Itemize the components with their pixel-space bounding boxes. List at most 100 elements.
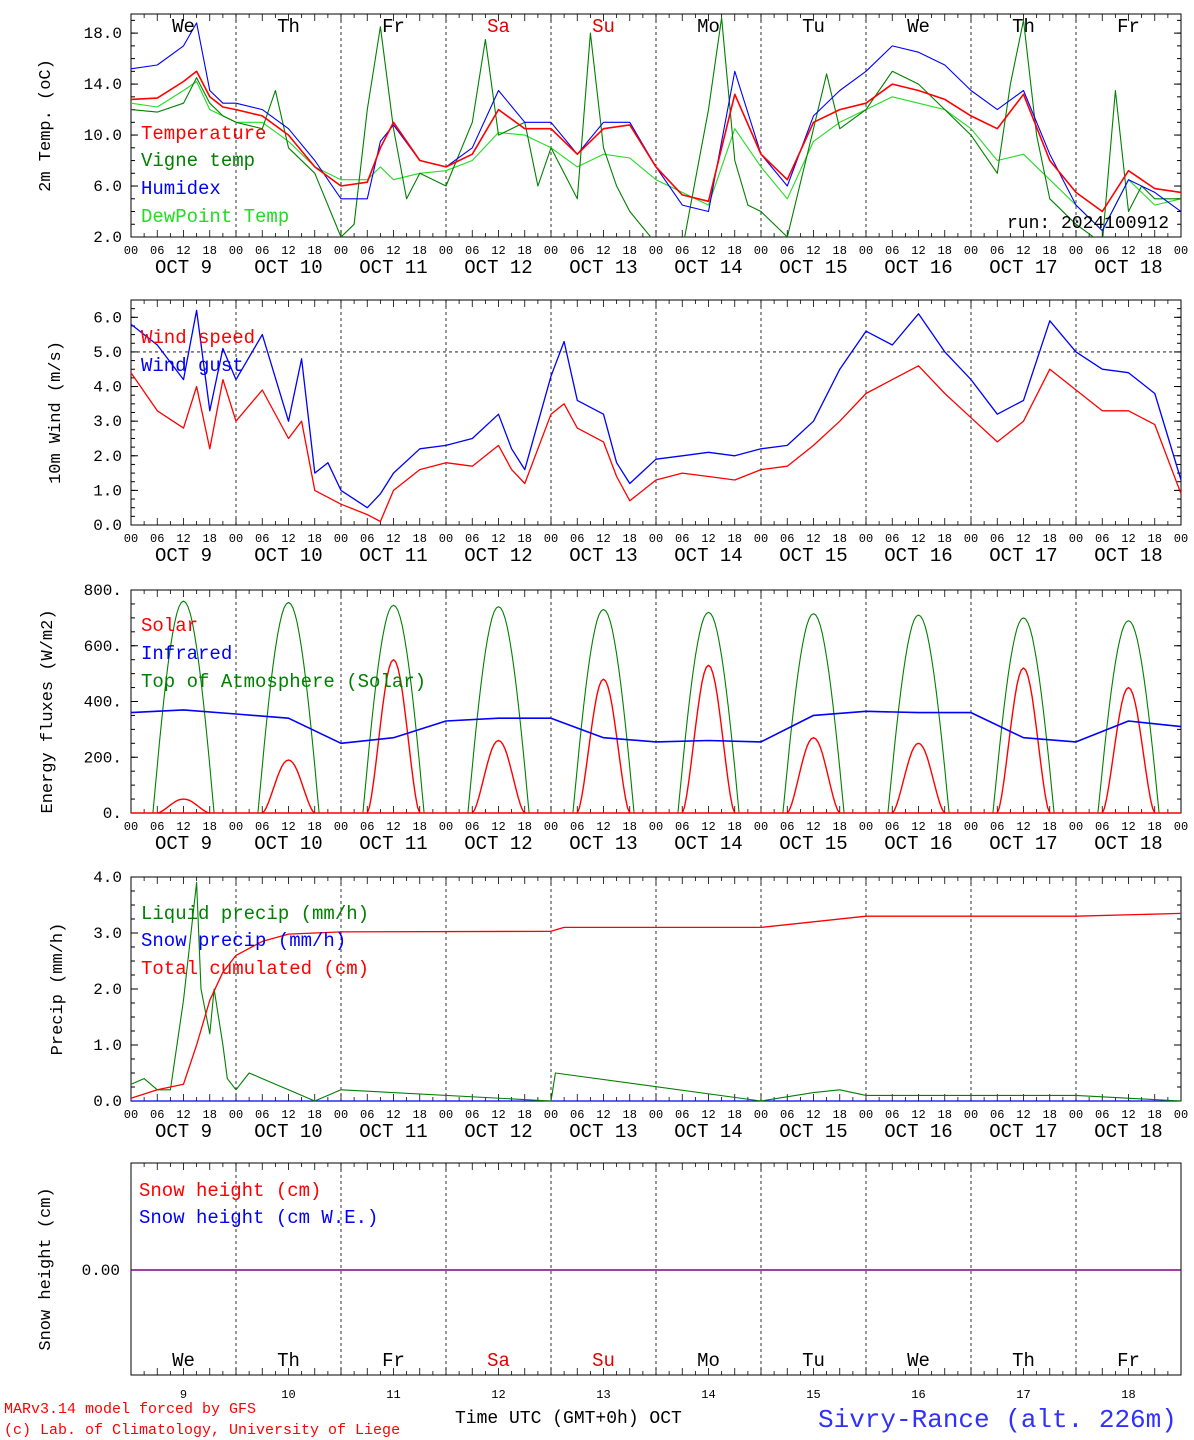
hour-tick-label: 18 [623,244,637,258]
hour-tick-label: 00 [334,244,348,258]
hour-tick-label: 00 [859,244,873,258]
y-tick-label: 2.0 [93,448,122,466]
weekday-label: Sa [487,1350,510,1372]
hour-tick-label: 12 [806,1108,820,1122]
hour-tick-label: 12 [806,244,820,258]
hour-tick-label: 12 [1121,820,1135,834]
hour-tick-label: 18 [413,244,427,258]
y-tick-label: 18.0 [84,25,122,43]
date-label: OCT 12 [464,257,532,279]
legend-entry: Total cumulated (cm) [141,958,369,980]
toa-curve [1097,620,1160,814]
hour-tick-label: 00 [859,1108,873,1122]
date-label: OCT 15 [779,257,847,279]
hour-tick-label: 06 [150,244,164,258]
day-number: 13 [596,1388,610,1402]
hour-tick-label: 00 [229,244,243,258]
date-label: OCT 11 [359,545,427,567]
hour-tick-label: 00 [754,1108,768,1122]
hour-tick-label: 18 [938,1108,952,1122]
y-tick-label: 3.0 [93,413,122,431]
y-tick-label: 0.00 [82,1262,120,1280]
hour-tick-label: 00 [124,1108,138,1122]
date-label: OCT 13 [569,545,637,567]
weekday-label: Th [1012,1350,1035,1372]
hour-tick-label: 12 [176,532,190,546]
hour-tick-label: 00 [334,1108,348,1122]
weekday-label: Fr [1117,16,1140,38]
weekday-label: Tu [802,1350,825,1372]
panel-frame [130,13,1182,238]
hour-tick-label: 00 [229,1108,243,1122]
x-axis-title: Time UTC (GMT+0h) OCT [455,1409,682,1429]
hour-tick-label: 12 [911,1108,925,1122]
series-line-lightgreen [131,80,1181,232]
hour-tick-label: 18 [1148,1108,1162,1122]
hour-tick-label: 00 [1174,1108,1188,1122]
panel-4: 0.0 1.0 2.0 3.0 4.0 Liquid precip (mm/h) Snow … [49,869,1188,1143]
hour-tick-label: 18 [1148,244,1162,258]
toa-curve [152,600,215,814]
hour-tick-label: 06 [360,1108,374,1122]
hour-tick-label: 00 [859,532,873,546]
legend-entry: Temperature [141,123,266,145]
date-label: OCT 10 [254,1121,322,1143]
hour-tick-label: 06 [255,532,269,546]
hour-tick-label: 18 [308,244,322,258]
hour-tick-label: 00 [1069,820,1083,834]
hour-tick-label: 00 [544,1108,558,1122]
date-label: OCT 15 [779,545,847,567]
y-tick-label: 800. [84,582,122,600]
y-tick-label: 0.0 [93,1093,122,1111]
hour-tick-label: 12 [491,244,505,258]
y-tick-label: 0. [103,805,122,823]
date-label: OCT 13 [569,833,637,855]
hour-tick-label: 18 [203,820,217,834]
hour-tick-label: 06 [990,244,1004,258]
hour-tick-label: 18 [623,532,637,546]
toa-curve [677,611,740,814]
hour-tick-label: 12 [596,820,610,834]
hour-tick-label: 18 [623,820,637,834]
hour-tick-label: 06 [885,1108,899,1122]
y-tick-label: 1.0 [93,1037,122,1055]
hour-tick-label: 00 [649,532,663,546]
hour-tick-label: 12 [281,1108,295,1122]
panel-5: 0.00 Snow height (cm) Snow height (cm W.E.… [37,1162,1182,1402]
hour-tick-label: 12 [176,820,190,834]
hour-tick-label: 12 [1121,1108,1135,1122]
y-tick-label: 4.0 [93,379,122,397]
date-label: OCT 9 [155,833,212,855]
hour-tick-label: 12 [386,532,400,546]
hour-tick-label: 00 [1069,1108,1083,1122]
hour-tick-label: 06 [465,532,479,546]
hour-tick-label: 12 [911,820,925,834]
weekday-label: Su [592,1350,615,1372]
y-tick-label: 4.0 [93,869,122,887]
hour-tick-label: 00 [964,244,978,258]
hour-tick-label: 18 [938,820,952,834]
y-tick-label: 5.0 [93,344,122,362]
weekday-label: Fr [382,16,405,38]
hour-tick-label: 06 [150,1108,164,1122]
hour-tick-label: 18 [623,1108,637,1122]
weekday-label: Fr [1117,1350,1140,1372]
hour-tick-label: 06 [255,820,269,834]
solar-curve [1101,686,1156,814]
hour-tick-label: 06 [885,532,899,546]
hour-tick-label: 06 [1095,1108,1109,1122]
solar-curve [471,739,526,814]
hour-tick-label: 18 [1148,532,1162,546]
hour-tick-label: 06 [150,820,164,834]
solar-curve [157,798,210,814]
y-axis-label: 10m Wind (m/s) [47,341,66,484]
y-tick-label: 0.0 [93,517,122,535]
hour-tick-label: 18 [833,244,847,258]
y-axis-label: Energy fluxes (W/m2) [39,609,58,813]
hour-tick-label: 06 [570,532,584,546]
legend-entry: Snow precip (mm/h) [141,930,346,952]
hour-tick-label: 06 [465,1108,479,1122]
date-label: OCT 13 [569,257,637,279]
hour-tick-label: 18 [1148,820,1162,834]
hour-tick-label: 06 [990,820,1004,834]
